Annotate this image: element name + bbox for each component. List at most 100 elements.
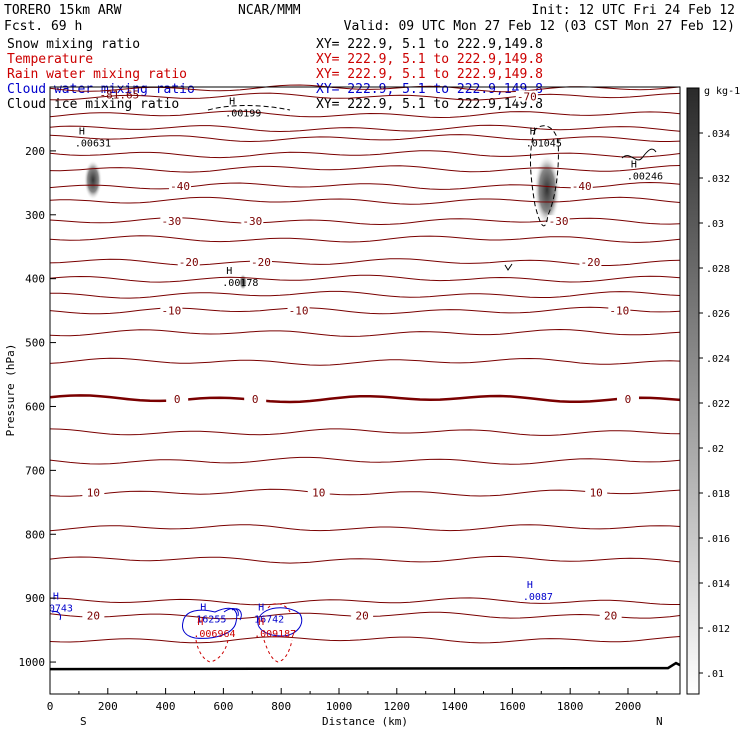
isotherm-label: 0 xyxy=(174,393,181,406)
maximum-marker: H xyxy=(258,603,264,614)
isotherm-label-bg xyxy=(616,392,639,404)
isotherm-label-bg xyxy=(82,609,105,621)
y-tick-label: 700 xyxy=(25,464,45,477)
isotherm-min-label: -81.65 xyxy=(99,89,139,102)
colorbar-ticks: .034 .032 .03 .028 .026 .024 .022 .02 .018 .016 .0… xyxy=(699,129,730,680)
isotherm-label-bg xyxy=(307,486,330,498)
y-tick-label: 300 xyxy=(25,209,45,222)
isotherm-line xyxy=(49,110,681,119)
model-title: TORERO 15km ARW xyxy=(4,3,122,18)
colorbar-tick-label: .01 xyxy=(706,669,724,680)
isotherm-line xyxy=(49,597,680,606)
maximum-value: 16255 xyxy=(196,615,226,626)
isotherm-line xyxy=(49,134,681,143)
isotherm-label-bg xyxy=(160,304,183,316)
isotherm-label: -70 xyxy=(517,91,537,104)
rain-contour xyxy=(195,639,229,663)
maximum-marker: H xyxy=(527,580,533,591)
maximum-value: 16742 xyxy=(254,615,284,626)
isotherm-label: 10 xyxy=(87,487,100,500)
isotherm-label: 20 xyxy=(355,609,368,622)
x-tick-label: 2000 xyxy=(615,700,642,713)
cloud-water-contour xyxy=(223,608,242,621)
isotherm-label: 0 xyxy=(252,393,259,406)
maximum-marker: H xyxy=(53,592,59,603)
snow-blob xyxy=(534,154,560,226)
colorbar-tick-label: .014 xyxy=(706,579,730,590)
maximum-value: .00178 xyxy=(222,278,258,289)
ground-surface xyxy=(49,661,681,671)
isotherm-line xyxy=(49,394,681,404)
colorbar-tick-label: .022 xyxy=(706,399,730,410)
isotherm-label-bg xyxy=(287,304,310,316)
isotherm-label-bg xyxy=(244,392,267,404)
cloud-water-contour xyxy=(182,607,238,639)
south-end-label: S xyxy=(80,715,87,728)
isotherm-label-bg xyxy=(351,609,374,621)
rain-contour xyxy=(267,603,291,613)
x-tick-label: 0 xyxy=(47,700,54,713)
snow-shading xyxy=(84,154,560,290)
isotherm-line xyxy=(49,328,681,337)
colorbar-tick-label: .016 xyxy=(706,534,730,545)
legend-label: Temperature xyxy=(7,52,93,67)
colorbar-tick-label: .032 xyxy=(706,174,730,185)
plot-frame xyxy=(49,86,681,695)
legend-label: Rain water mixing ratio xyxy=(7,67,187,82)
isotherm-line xyxy=(49,274,681,283)
maximum-marker: H xyxy=(530,127,536,138)
isotherm-label: -20 xyxy=(580,256,600,269)
org-label: NCAR/MMM xyxy=(238,3,301,18)
maximum-marker: H xyxy=(229,96,235,107)
cloud-water-contour xyxy=(51,611,61,621)
snow-blob xyxy=(84,160,102,200)
isotherm-label: 20 xyxy=(87,609,100,622)
isotherm-label-bg xyxy=(166,392,189,404)
isotherm-line xyxy=(49,124,681,133)
init-time: Init: 12 UTC Fri 24 Feb 12 xyxy=(532,3,736,18)
colorbar-tick-label: .03 xyxy=(706,219,724,230)
ice-contour xyxy=(504,263,513,271)
x-tick-label: 1200 xyxy=(384,700,411,713)
isotherm-label: -10 xyxy=(609,305,629,318)
cloud-water-contours xyxy=(51,607,303,639)
colorbar-tick-label: .02 xyxy=(706,444,724,455)
isotherm-label: -40 xyxy=(572,180,592,193)
temperature-isotherms xyxy=(49,84,681,644)
y-tick-label: 900 xyxy=(25,592,45,605)
isotherm-label: 10 xyxy=(312,487,325,500)
isotherm-label: -20 xyxy=(251,256,271,269)
legend-label: Snow mixing ratio xyxy=(7,37,140,52)
isotherm-line xyxy=(49,150,681,159)
isotherm-line xyxy=(49,217,681,226)
y-axis-label: Pressure (hPa) xyxy=(4,344,17,437)
maximum-value: .00631 xyxy=(75,139,111,150)
isotherm-label-bg xyxy=(599,609,622,621)
colorbar-unit: g kg-1 xyxy=(704,86,740,97)
isotherm-label: 10 xyxy=(590,487,603,500)
y-tick-label: 1000 xyxy=(19,656,46,669)
legend-xy: XY= 222.9, 5.1 to 222.9,149.8 xyxy=(316,52,543,67)
isotherm-label-bg xyxy=(82,486,105,498)
maximum-value: .01045 xyxy=(526,139,562,150)
x-tick-label: 400 xyxy=(156,700,176,713)
isotherm-label-bg xyxy=(160,215,183,227)
legend-label: Cloud water mixing ratio xyxy=(7,82,195,97)
colorbar-tick-label: .034 xyxy=(706,129,730,140)
north-end-label: N xyxy=(656,715,663,728)
ice-contours xyxy=(207,105,657,271)
isotherm-label: -30 xyxy=(161,215,181,228)
maximum-marker: H xyxy=(79,127,85,138)
field-legend: Snow mixing ratio XY= 222.9, 5.1 to 222.9… xyxy=(7,37,543,112)
x-tick-label: 600 xyxy=(213,700,233,713)
isotherm-line xyxy=(49,636,681,644)
maximum-marker: H xyxy=(226,266,232,277)
legend-xy: XY= 222.9, 5.1 to 222.9,149.8 xyxy=(316,37,543,52)
isotherm-line xyxy=(49,428,681,436)
colorbar-tick-label: .018 xyxy=(706,489,730,500)
isotherm-line xyxy=(49,456,681,465)
legend-label: Cloud ice mixing ratio xyxy=(7,97,179,112)
maximum-marker: H xyxy=(200,603,206,614)
rain-contour xyxy=(263,639,293,663)
isotherm-line xyxy=(49,488,681,497)
